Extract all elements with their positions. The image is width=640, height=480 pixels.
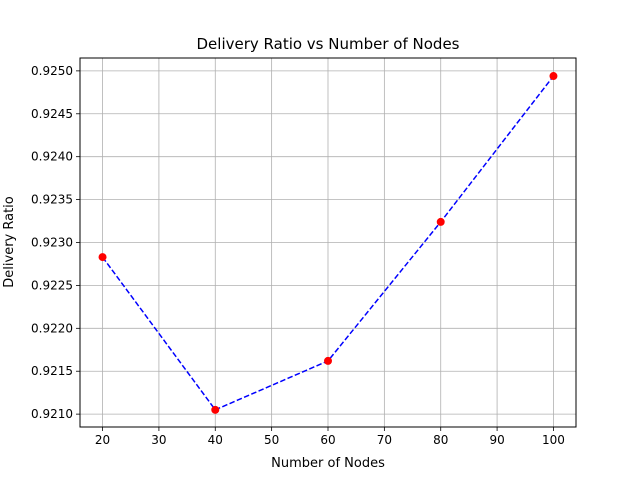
y-tick-label: 0.9250 — [31, 64, 73, 78]
data-point — [549, 72, 558, 81]
y-tick-label: 0.9230 — [31, 236, 73, 250]
y-axis-label: Delivery Ratio — [2, 196, 17, 288]
y-tick-label: 0.9235 — [31, 193, 73, 207]
y-tick-label: 0.9225 — [31, 278, 73, 292]
x-tick-label: 30 — [151, 433, 166, 447]
x-tick-label: 90 — [489, 433, 504, 447]
data-point — [436, 217, 445, 226]
x-tick-label: 80 — [433, 433, 448, 447]
y-tick-label: 0.9210 — [31, 407, 73, 421]
y-tick-label: 0.9220 — [31, 321, 73, 335]
data-point — [211, 405, 220, 414]
x-tick-label: 20 — [95, 433, 110, 447]
x-tick-label: 40 — [208, 433, 223, 447]
y-axis-ticks: 0.9210 0.9215 0.9220 0.9225 0.9230 0.9235 0.92… — [31, 64, 80, 421]
chart-title: Delivery Ratio vs Number of Nodes — [197, 35, 460, 53]
series — [98, 72, 558, 414]
x-tick-label: 100 — [542, 433, 565, 447]
x-tick-label: 60 — [320, 433, 335, 447]
x-tick-label: 70 — [377, 433, 392, 447]
grid — [80, 58, 576, 427]
x-tick-label: 50 — [264, 433, 279, 447]
data-point — [324, 356, 332, 365]
y-tick-label: 0.9215 — [31, 364, 73, 378]
x-axis-ticks: 20 30 40 50 60 70 80 90 100 — [95, 427, 565, 447]
y-tick-label: 0.9240 — [31, 150, 73, 164]
y-tick-label: 0.9245 — [31, 107, 73, 121]
x-axis-label: Number of Nodes — [271, 456, 385, 471]
data-point — [98, 253, 107, 262]
